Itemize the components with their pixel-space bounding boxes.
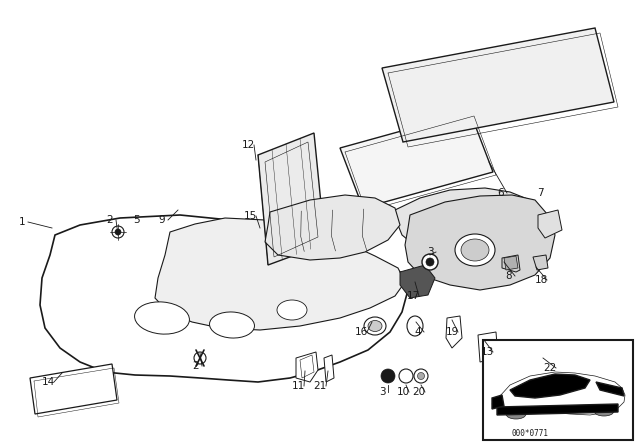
- Text: 18: 18: [534, 275, 548, 285]
- Text: 15: 15: [243, 211, 257, 221]
- Text: 8: 8: [506, 271, 512, 281]
- Polygon shape: [510, 374, 590, 398]
- Text: 14: 14: [42, 377, 54, 387]
- Polygon shape: [324, 355, 334, 382]
- Polygon shape: [30, 364, 117, 414]
- Circle shape: [115, 229, 121, 235]
- Text: 2: 2: [107, 215, 113, 225]
- Polygon shape: [533, 255, 548, 270]
- Ellipse shape: [455, 234, 495, 266]
- Bar: [483, 340, 633, 440]
- Text: 10: 10: [396, 387, 410, 397]
- Polygon shape: [300, 355, 314, 378]
- Polygon shape: [504, 256, 518, 270]
- Ellipse shape: [209, 312, 255, 338]
- Circle shape: [426, 258, 434, 266]
- Circle shape: [112, 226, 124, 238]
- Ellipse shape: [368, 320, 382, 332]
- Text: 11: 11: [291, 381, 305, 391]
- Text: 3: 3: [379, 387, 385, 397]
- Circle shape: [422, 254, 438, 270]
- Circle shape: [417, 372, 424, 379]
- Ellipse shape: [506, 409, 526, 419]
- Polygon shape: [265, 195, 400, 260]
- Polygon shape: [502, 255, 520, 272]
- Polygon shape: [596, 382, 624, 396]
- Ellipse shape: [134, 302, 189, 334]
- Ellipse shape: [364, 317, 386, 335]
- Text: 9: 9: [159, 215, 165, 225]
- Polygon shape: [340, 112, 493, 208]
- Ellipse shape: [407, 316, 423, 336]
- Circle shape: [194, 352, 206, 364]
- Polygon shape: [40, 215, 408, 382]
- Circle shape: [399, 369, 413, 383]
- Polygon shape: [395, 188, 548, 272]
- Polygon shape: [296, 352, 318, 382]
- Ellipse shape: [461, 239, 489, 261]
- Polygon shape: [405, 195, 555, 290]
- Text: 13: 13: [481, 347, 493, 357]
- Text: 7: 7: [537, 188, 543, 198]
- Polygon shape: [538, 347, 552, 373]
- Text: 17: 17: [406, 291, 420, 301]
- Circle shape: [414, 369, 428, 383]
- Polygon shape: [155, 218, 405, 330]
- Text: 5: 5: [134, 215, 140, 225]
- Polygon shape: [258, 133, 325, 265]
- Polygon shape: [400, 265, 435, 298]
- Circle shape: [381, 369, 395, 383]
- Text: 21: 21: [314, 381, 326, 391]
- Text: 3: 3: [427, 247, 433, 257]
- Polygon shape: [478, 332, 498, 362]
- Text: 2: 2: [193, 361, 199, 371]
- Ellipse shape: [594, 406, 614, 416]
- Polygon shape: [492, 372, 625, 415]
- Text: 20: 20: [412, 387, 426, 397]
- Text: 22: 22: [543, 363, 557, 373]
- Ellipse shape: [277, 300, 307, 320]
- Text: 6: 6: [498, 188, 504, 198]
- Text: 000*0771: 000*0771: [511, 429, 548, 438]
- Text: 19: 19: [445, 327, 459, 337]
- Text: 4: 4: [415, 327, 421, 337]
- Polygon shape: [446, 316, 462, 348]
- Polygon shape: [538, 210, 562, 238]
- Text: 16: 16: [355, 327, 367, 337]
- Polygon shape: [382, 28, 614, 142]
- Polygon shape: [535, 344, 555, 376]
- Polygon shape: [492, 395, 504, 409]
- Text: 1: 1: [19, 217, 26, 227]
- Text: 12: 12: [241, 140, 255, 150]
- Polygon shape: [497, 404, 618, 415]
